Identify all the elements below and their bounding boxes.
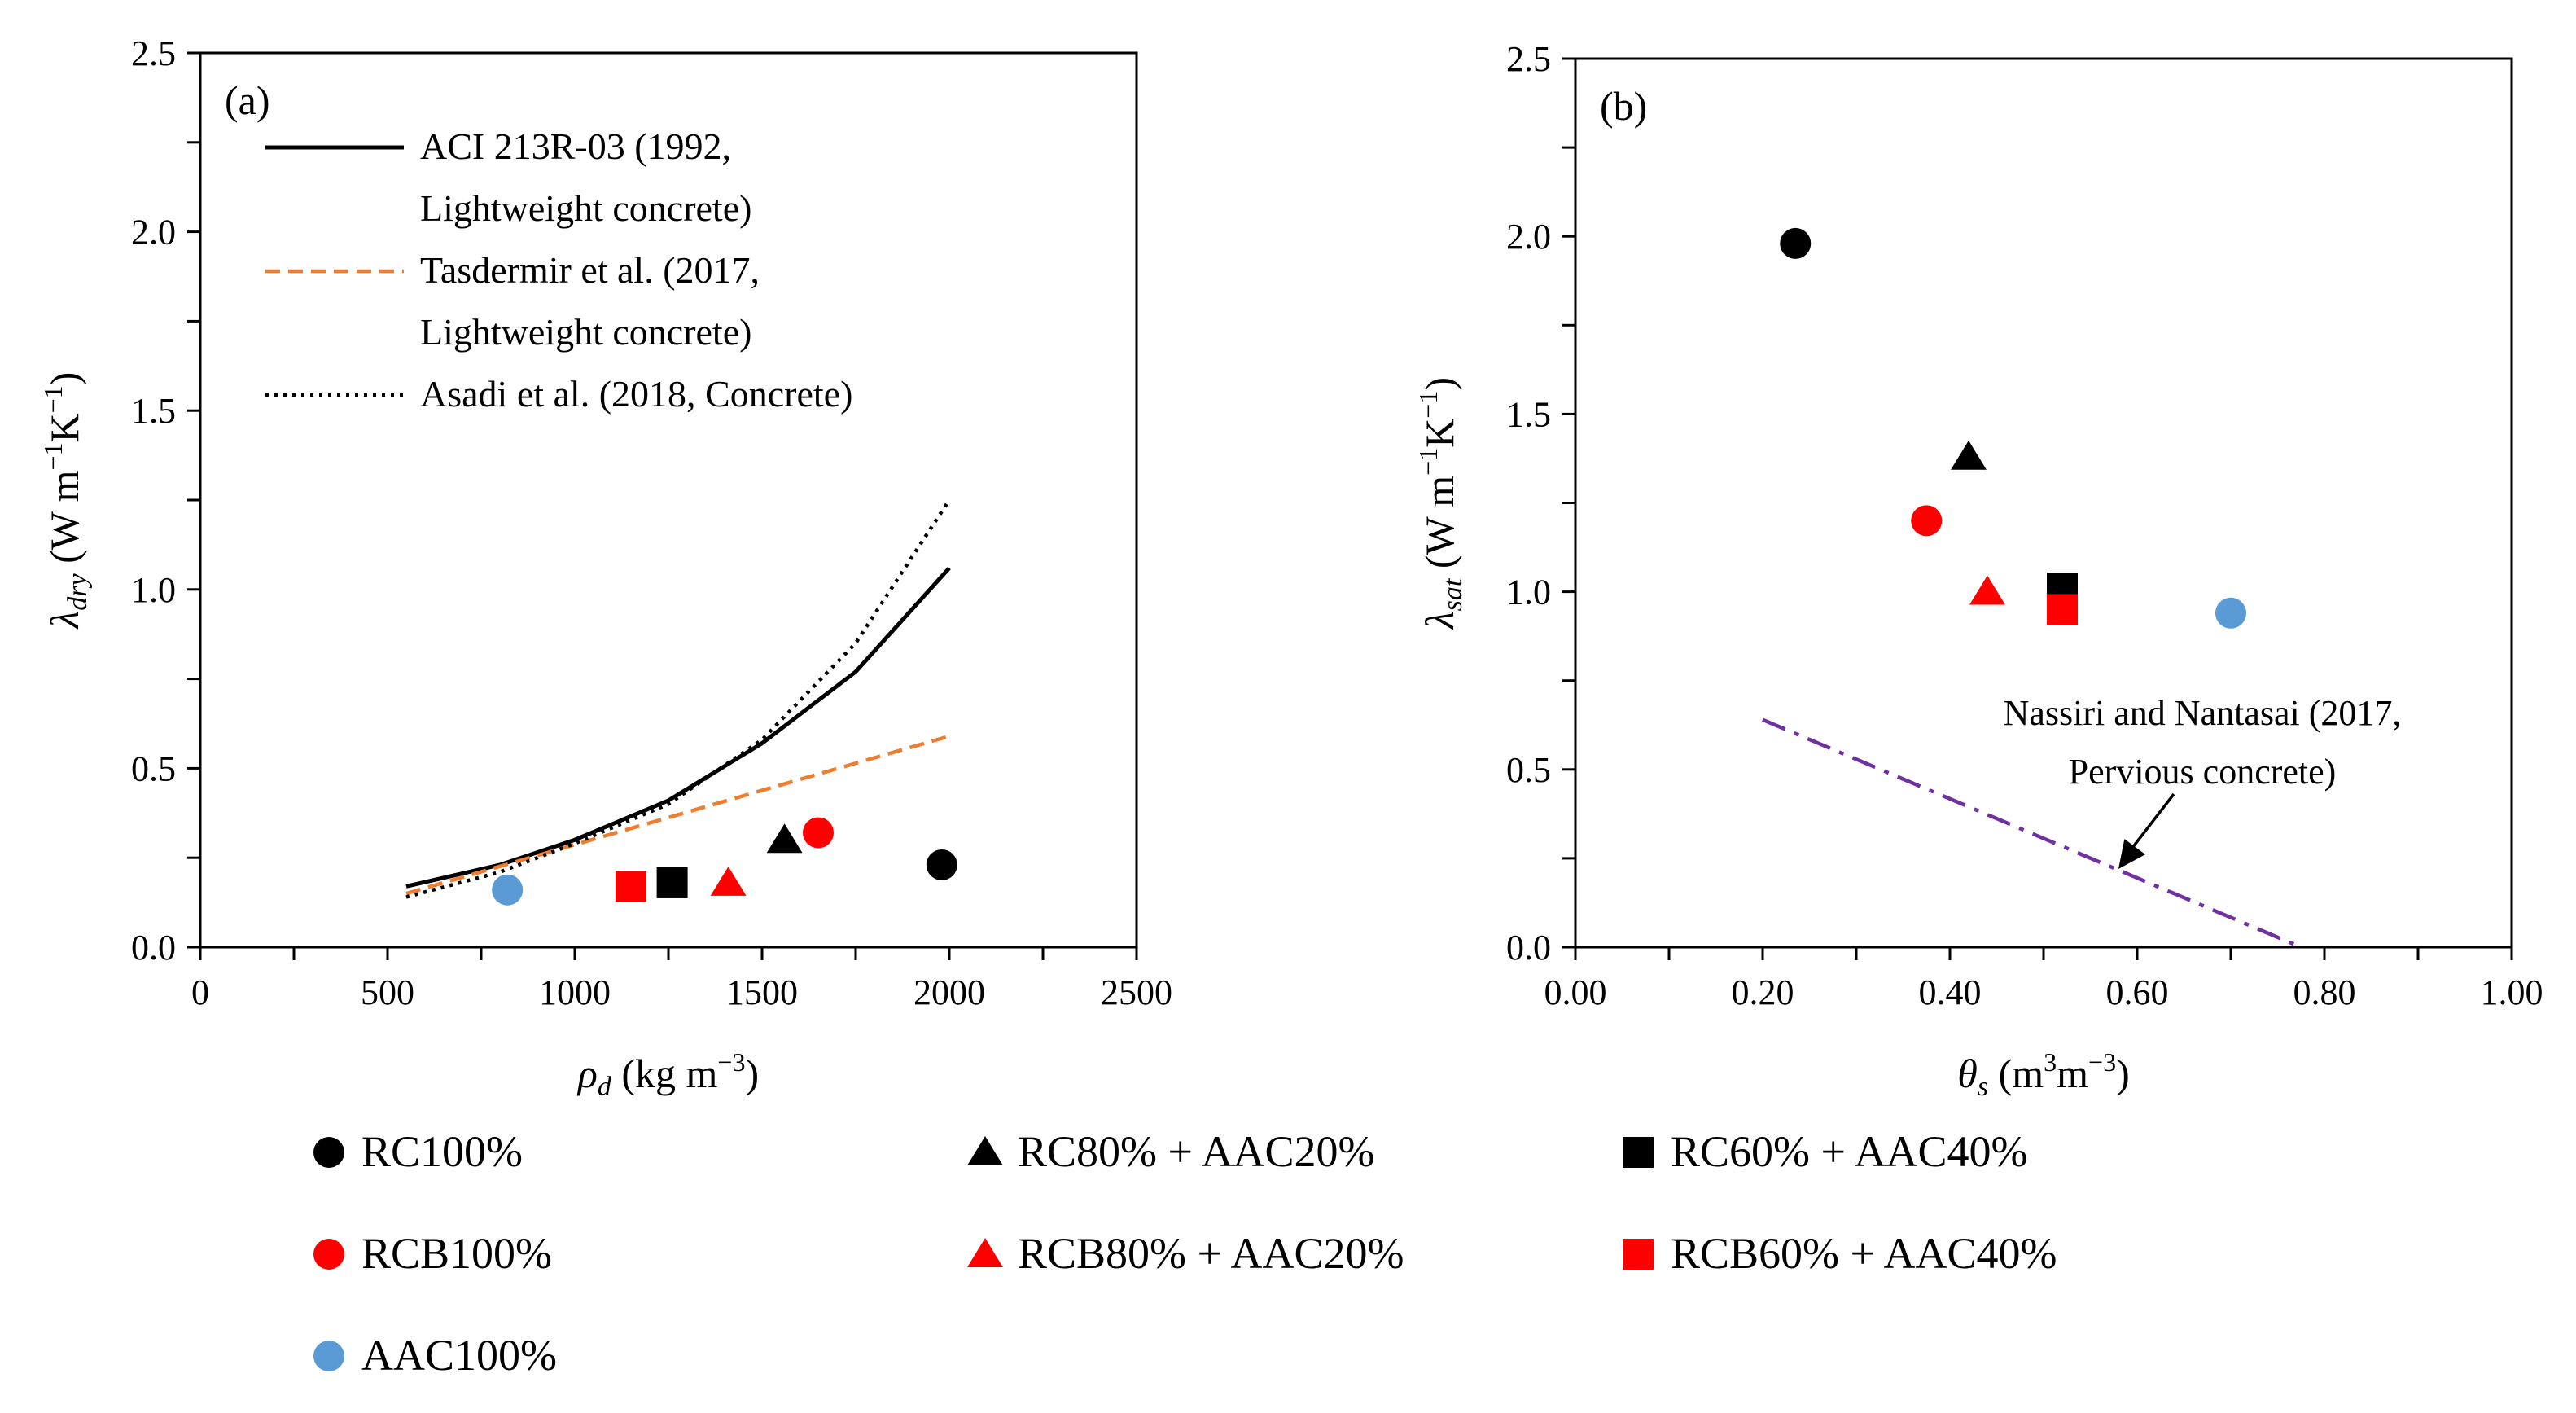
data-point-rc80aac20 xyxy=(766,823,803,854)
legend-label-rcb100: RCB100% xyxy=(361,1229,552,1278)
y-tick-label: 2.5 xyxy=(1506,39,1551,79)
data-point-rc80aac20 xyxy=(1951,440,1987,470)
y-tick-label: 2.0 xyxy=(1506,217,1551,257)
legend-marker-rc60aac40 xyxy=(1623,1137,1654,1168)
data-point-rc100 xyxy=(926,849,957,880)
panel-a-chart: 0 500 1000 1500 2000 2500 0.0 0.5 1.0 1.5 2.0 2.5 ρd… xyxy=(38,33,1172,1102)
legend-entry-text: Lightweight concrete) xyxy=(420,311,751,353)
y-tick-label: 0.0 xyxy=(131,928,176,968)
panel-b-chart: 0.00 0.20 0.40 0.60 0.80 1.00 0.0 0.5 1.0 1.5 2.0 2… xyxy=(1413,39,2543,1102)
y-tick-label: 1.5 xyxy=(131,391,176,431)
legend-label-aac100: AAC100% xyxy=(361,1331,557,1380)
data-point-rcb100 xyxy=(1911,505,1943,537)
y-tick-label: 0.5 xyxy=(1506,750,1551,790)
data-point-rcb60aac40 xyxy=(616,871,646,902)
x-tick-label: 1.00 xyxy=(2481,972,2543,1012)
legend-marker-rcb100 xyxy=(313,1239,344,1270)
legend-marker-rc80aac20 xyxy=(967,1136,1003,1165)
y-tick-label: 1.0 xyxy=(131,570,176,610)
series-line-asadi-et-al- xyxy=(405,498,951,899)
legend-label-rc80aac20: RC80% + AAC20% xyxy=(1018,1127,1375,1176)
x-tick-label: 500 xyxy=(361,972,414,1012)
data-point-rc100 xyxy=(1780,227,1812,259)
legend-marker-rc100 xyxy=(313,1137,344,1168)
x-axis-label: ρd (kg m−3) xyxy=(576,1047,759,1102)
y-axis-label: λdry (W m−1K−1) xyxy=(38,372,93,630)
x-tick-label: 2000 xyxy=(913,972,985,1012)
x-tick-label: 0.80 xyxy=(2293,972,2356,1012)
legend-entry-text: Asadi et al. (2018, Concrete) xyxy=(420,373,852,415)
x-axis-label: θs (m3m−3) xyxy=(1957,1047,2129,1102)
annotation-arrow-shaft xyxy=(2128,792,2175,853)
y-tick-label: 0.5 xyxy=(131,748,176,788)
legend-label-rcb60aac40: RCB60% + AAC40% xyxy=(1671,1229,2057,1278)
panel-label: (b) xyxy=(1600,83,1647,129)
bottom-legend: RC100% RC80% + AAC20% RC60% + AAC40% RCB100… xyxy=(313,1127,2057,1380)
data-point-aac100 xyxy=(492,874,524,906)
x-tick-label: 1000 xyxy=(539,972,611,1012)
data-point-rcb100 xyxy=(803,817,834,849)
x-tick-label: 0.60 xyxy=(2106,972,2169,1012)
data-point-rcb60aac40 xyxy=(2047,594,2078,625)
legend-entry-text: Lightweight concrete) xyxy=(420,187,751,229)
y-tick-label: 2.5 xyxy=(131,33,176,73)
x-tick-label: 1500 xyxy=(726,972,798,1012)
x-tick-label: 0.40 xyxy=(1919,972,1982,1012)
x-tick-label: 0.20 xyxy=(1732,972,1794,1012)
series-line-aci-213r-03 xyxy=(405,566,951,889)
panel-label: (a) xyxy=(225,77,270,123)
x-tick-label: 0 xyxy=(191,972,209,1012)
legend-label-rcb80aac20: RCB80% + AAC20% xyxy=(1018,1229,1404,1278)
x-tick-label: 2500 xyxy=(1101,972,1172,1012)
legend-marker-rcb80aac20 xyxy=(967,1238,1003,1267)
legend-label-rc100: RC100% xyxy=(361,1127,523,1176)
x-tick-label: 0.00 xyxy=(1544,972,1607,1012)
annotation-arrow-head xyxy=(2118,839,2146,869)
data-point-rc60aac40 xyxy=(656,867,688,898)
legend-marker-rcb60aac40 xyxy=(1623,1239,1654,1270)
y-tick-label: 1.5 xyxy=(1506,394,1551,434)
data-point-aac100 xyxy=(2215,597,2246,629)
data-point-rcb80aac20 xyxy=(710,866,747,896)
legend-entry-text: ACI 213R-03 (1992, xyxy=(420,125,731,167)
legend-entry-text: Tasdermir et al. (2017, xyxy=(420,249,760,291)
legend-label-rc60aac40: RC60% + AAC40% xyxy=(1671,1127,2028,1176)
y-axis-label: λsat (W m−1K−1) xyxy=(1413,377,1468,630)
annotation-text: Pervious concrete) xyxy=(2069,752,2337,792)
plot-area-frame xyxy=(1574,57,2513,949)
y-tick-label: 2.0 xyxy=(131,213,176,252)
legend-marker-aac100 xyxy=(313,1341,344,1371)
y-tick-label: 0.0 xyxy=(1506,928,1551,968)
data-point-rcb80aac20 xyxy=(1969,575,2005,605)
annotation-text: Nassiri and Nantasai (2017, xyxy=(2004,693,2402,733)
y-tick-label: 1.0 xyxy=(1506,573,1551,612)
series-line-tasdermir-et-al- xyxy=(405,734,950,896)
